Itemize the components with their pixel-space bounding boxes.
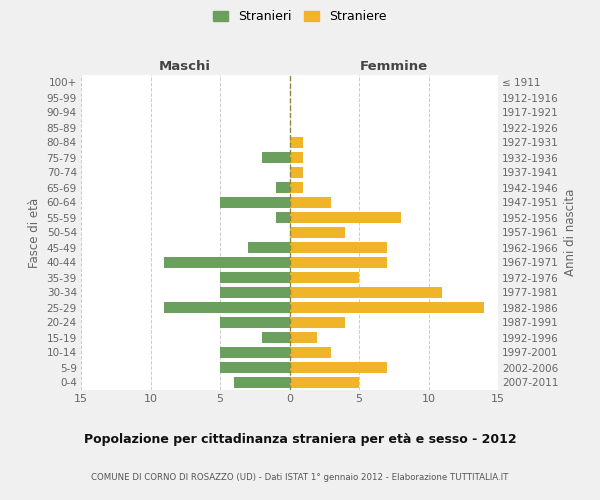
Bar bbox=[290, 317, 345, 328]
Bar bbox=[290, 227, 345, 238]
Bar bbox=[220, 287, 290, 298]
Text: COMUNE DI CORNO DI ROSAZZO (UD) - Dati ISTAT 1° gennaio 2012 - Elaborazione TUTT: COMUNE DI CORNO DI ROSAZZO (UD) - Dati I… bbox=[91, 472, 509, 482]
Bar bbox=[234, 377, 290, 388]
Bar bbox=[220, 272, 290, 283]
Bar bbox=[275, 212, 290, 223]
Text: Popolazione per cittadinanza straniera per età e sesso - 2012: Popolazione per cittadinanza straniera p… bbox=[83, 432, 517, 446]
Bar bbox=[290, 212, 401, 223]
Bar bbox=[164, 302, 290, 313]
Text: Maschi: Maschi bbox=[159, 60, 211, 72]
Bar bbox=[290, 347, 331, 358]
Y-axis label: Fasce di età: Fasce di età bbox=[28, 198, 41, 268]
Y-axis label: Anni di nascita: Anni di nascita bbox=[565, 189, 577, 276]
Bar bbox=[262, 152, 290, 163]
Bar bbox=[248, 242, 290, 253]
Bar bbox=[290, 137, 304, 148]
Bar bbox=[290, 152, 304, 163]
Text: Femmine: Femmine bbox=[359, 60, 428, 72]
Bar bbox=[220, 347, 290, 358]
Bar bbox=[290, 242, 387, 253]
Bar bbox=[164, 257, 290, 268]
Bar bbox=[290, 362, 387, 373]
Bar bbox=[290, 302, 484, 313]
Bar bbox=[290, 287, 442, 298]
Bar bbox=[262, 332, 290, 343]
Bar bbox=[290, 332, 317, 343]
Bar bbox=[220, 362, 290, 373]
Bar bbox=[290, 182, 304, 193]
Bar bbox=[290, 272, 359, 283]
Bar bbox=[290, 257, 387, 268]
Bar bbox=[220, 317, 290, 328]
Bar bbox=[290, 377, 359, 388]
Bar bbox=[275, 182, 290, 193]
Bar bbox=[220, 197, 290, 208]
Bar bbox=[290, 197, 331, 208]
Bar bbox=[290, 167, 304, 178]
Legend: Stranieri, Straniere: Stranieri, Straniere bbox=[209, 6, 391, 26]
